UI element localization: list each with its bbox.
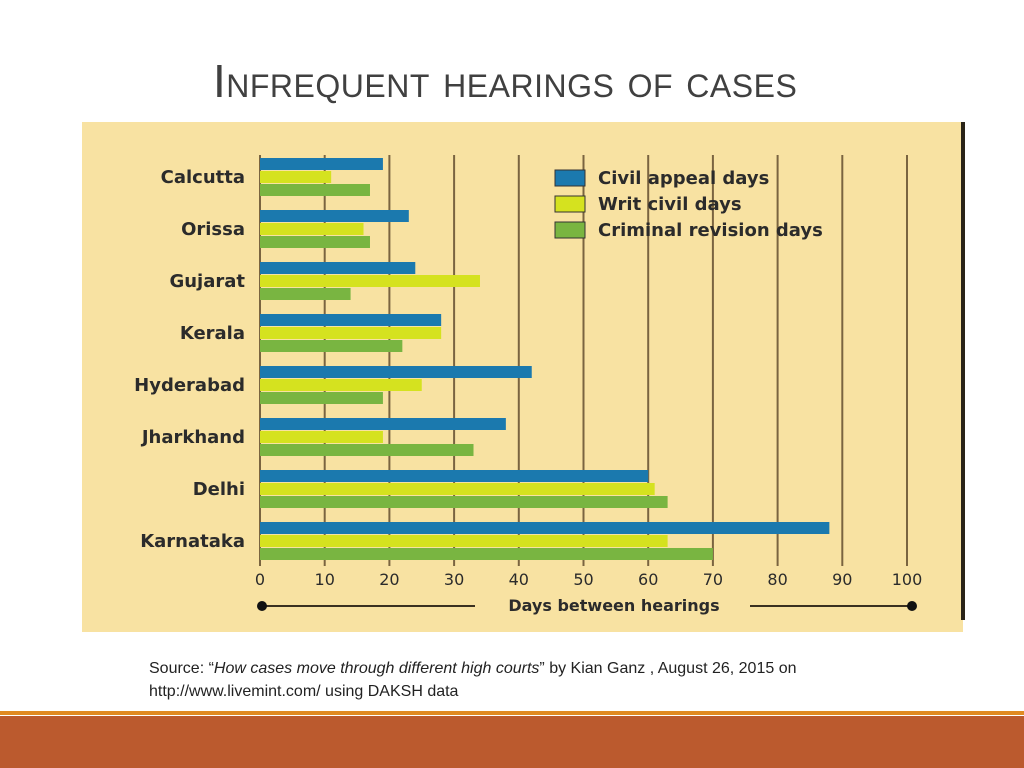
footer-band bbox=[0, 716, 1024, 768]
bar bbox=[260, 470, 649, 482]
x-tick-labels: 0 10 20 30 40 50 60 70 80 90 100 bbox=[255, 570, 922, 589]
x-axis-title-group: Days between hearings bbox=[257, 596, 917, 615]
bar bbox=[260, 444, 474, 456]
x-tick-label: 50 bbox=[573, 570, 593, 589]
bar bbox=[260, 418, 506, 430]
axis-arrow-dot-left bbox=[257, 601, 267, 611]
bar bbox=[260, 262, 416, 274]
source-article-title: How cases move through different high co… bbox=[213, 660, 540, 677]
x-tick-label: 80 bbox=[767, 570, 787, 589]
category-label: Hyderabad bbox=[134, 375, 245, 396]
chart-image-edge bbox=[961, 122, 965, 620]
x-tick-label: 70 bbox=[703, 570, 723, 589]
category-labels: Calcutta Orissa Gujarat Kerala Hyderabad Jhar… bbox=[134, 167, 245, 552]
category-label: Orissa bbox=[181, 219, 245, 240]
bar bbox=[260, 392, 383, 404]
legend-swatch bbox=[554, 169, 586, 187]
legend-label: Writ civil days bbox=[598, 194, 742, 215]
x-tick-label: 10 bbox=[315, 570, 335, 589]
bar bbox=[260, 327, 442, 339]
bar bbox=[260, 483, 655, 495]
bar bbox=[260, 366, 532, 378]
bar bbox=[260, 431, 383, 443]
bar bbox=[260, 496, 668, 508]
bar bbox=[260, 275, 480, 287]
x-tick-label: 30 bbox=[444, 570, 464, 589]
bar bbox=[260, 379, 422, 391]
legend-swatch bbox=[554, 221, 586, 239]
category-label: Jharkhand bbox=[140, 427, 245, 448]
bar bbox=[260, 535, 668, 547]
bar bbox=[260, 548, 713, 560]
x-tick-label: 40 bbox=[509, 570, 529, 589]
legend-label: Criminal revision days bbox=[598, 220, 823, 241]
bar bbox=[260, 158, 383, 170]
category-label: Delhi bbox=[193, 479, 245, 500]
x-tick-label: 100 bbox=[892, 570, 923, 589]
slide-title: Infrequent hearings of cases bbox=[213, 55, 798, 107]
legend-swatch bbox=[554, 195, 586, 213]
bar bbox=[260, 522, 830, 534]
category-label: Kerala bbox=[180, 323, 245, 344]
legend-label: Civil appeal days bbox=[598, 168, 769, 189]
source-url[interactable]: http://www.livemint.com/ using DAKSH dat… bbox=[149, 683, 459, 700]
bar bbox=[260, 171, 332, 183]
bar bbox=[260, 236, 370, 248]
x-tick-label: 20 bbox=[379, 570, 399, 589]
bar bbox=[260, 223, 364, 235]
category-label: Calcutta bbox=[161, 167, 245, 188]
bar bbox=[260, 340, 403, 352]
bars bbox=[260, 158, 830, 560]
x-tick-label: 0 bbox=[255, 570, 265, 589]
x-axis-title: Days between hearings bbox=[508, 596, 719, 615]
category-label: Gujarat bbox=[169, 271, 245, 292]
source-prefix: Source: “ bbox=[149, 660, 214, 677]
category-label: Karnataka bbox=[140, 531, 245, 552]
bar bbox=[260, 288, 351, 300]
x-tick-label: 90 bbox=[832, 570, 852, 589]
footer-accent-stripe bbox=[0, 711, 1024, 715]
bar bbox=[260, 314, 442, 326]
source-suffix: ” by Kian Ganz , August 26, 2015 on bbox=[539, 660, 797, 677]
bar bbox=[260, 184, 370, 196]
legend: Civil appeal days Writ civil days Criminal… bbox=[554, 168, 823, 241]
source-citation: Source: “How cases move through differen… bbox=[149, 657, 796, 703]
axis-arrow-dot-right bbox=[907, 601, 917, 611]
x-tick-label: 60 bbox=[638, 570, 658, 589]
bar bbox=[260, 210, 409, 222]
